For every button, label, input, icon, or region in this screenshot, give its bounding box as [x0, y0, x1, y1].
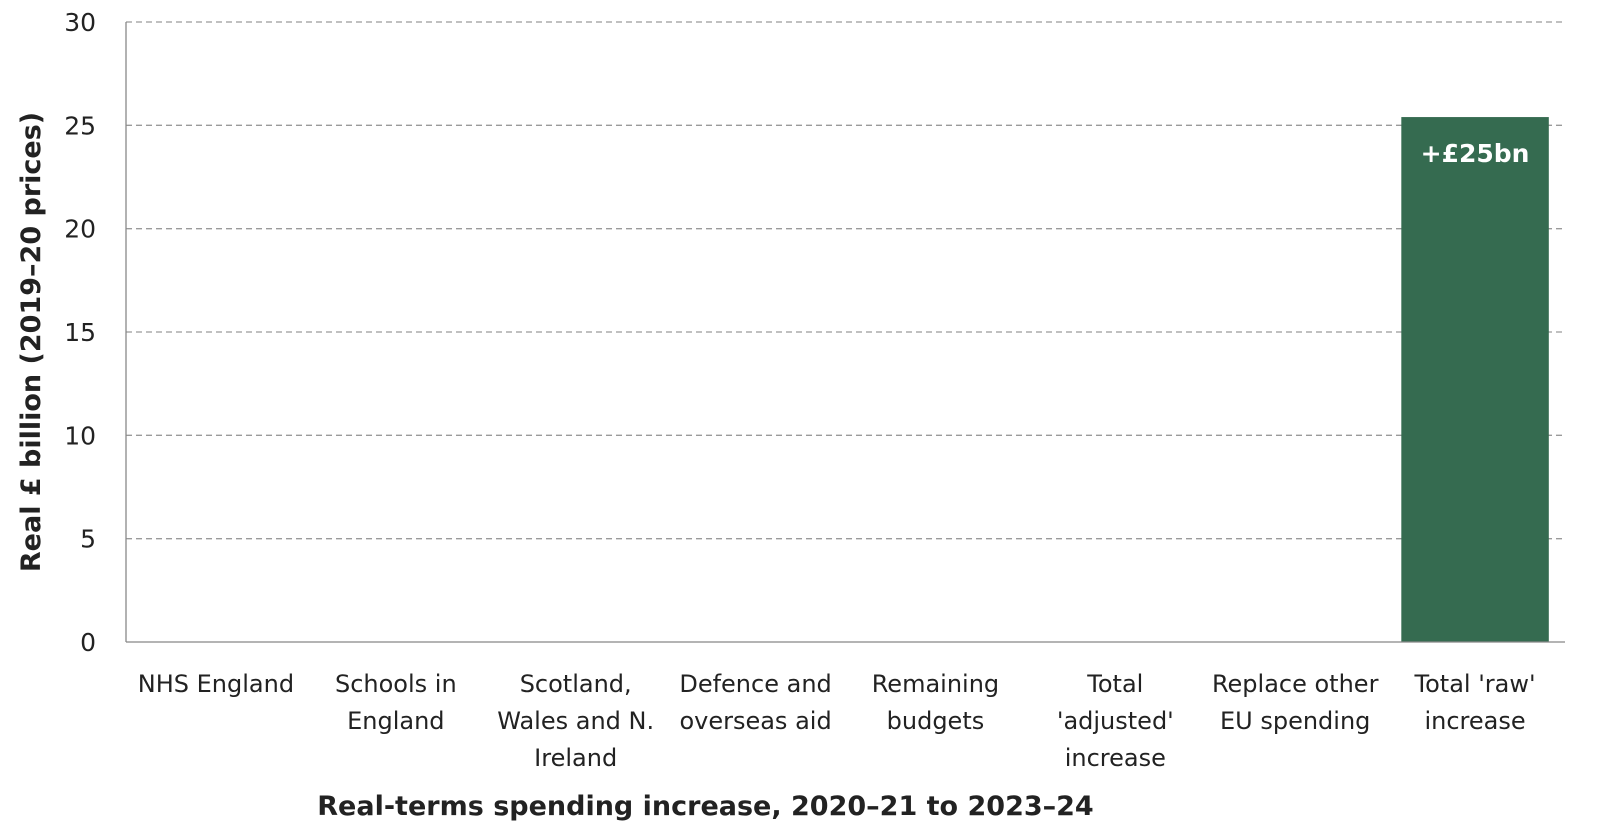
x-category-label: increase — [1065, 744, 1166, 772]
x-category-label: 'adjusted' — [1057, 707, 1174, 735]
bar — [1401, 117, 1549, 643]
x-category-label: increase — [1424, 707, 1525, 735]
y-tick-label: 10 — [64, 421, 96, 450]
y-tick-label: 0 — [80, 628, 96, 657]
x-category-label: Replace other — [1212, 670, 1379, 698]
y-tick-label: 5 — [80, 525, 96, 554]
bar-value-label: +£25bn — [1421, 139, 1530, 168]
x-category-label: Remaining — [872, 670, 999, 698]
x-category-label: Total 'raw' — [1414, 670, 1536, 698]
x-category-label: Scotland, — [520, 670, 632, 698]
x-category-label: NHS England — [138, 670, 294, 698]
x-category-label: England — [347, 707, 444, 735]
x-category-label: Schools in — [335, 670, 457, 698]
gridlines — [126, 21, 1565, 540]
x-category-label: Total — [1086, 670, 1143, 698]
y-tick-label: 20 — [64, 215, 96, 244]
x-category-labels: NHS England Schools in England Scotland, Wal… — [138, 670, 1536, 772]
bars — [1401, 117, 1549, 643]
x-category-label: overseas aid — [679, 707, 831, 735]
x-category-label: Ireland — [534, 744, 617, 772]
y-tick-label: 15 — [64, 318, 96, 347]
x-axis-title: Real-terms spending increase, 2020–21 to… — [317, 791, 1093, 822]
x-category-label: EU spending — [1220, 707, 1370, 735]
x-category-label: budgets — [887, 707, 985, 735]
data-labels: +£25bn — [1421, 139, 1530, 168]
y-tick-label: 30 — [64, 8, 96, 37]
x-category-label: Defence and — [679, 670, 831, 698]
y-tick-label: 25 — [64, 111, 96, 140]
y-axis-title: Real £ billion (2019–20 prices) — [16, 112, 47, 572]
y-tick-labels: 0 5 10 15 20 25 30 — [64, 8, 96, 657]
x-category-label: Wales and N. — [497, 707, 654, 735]
